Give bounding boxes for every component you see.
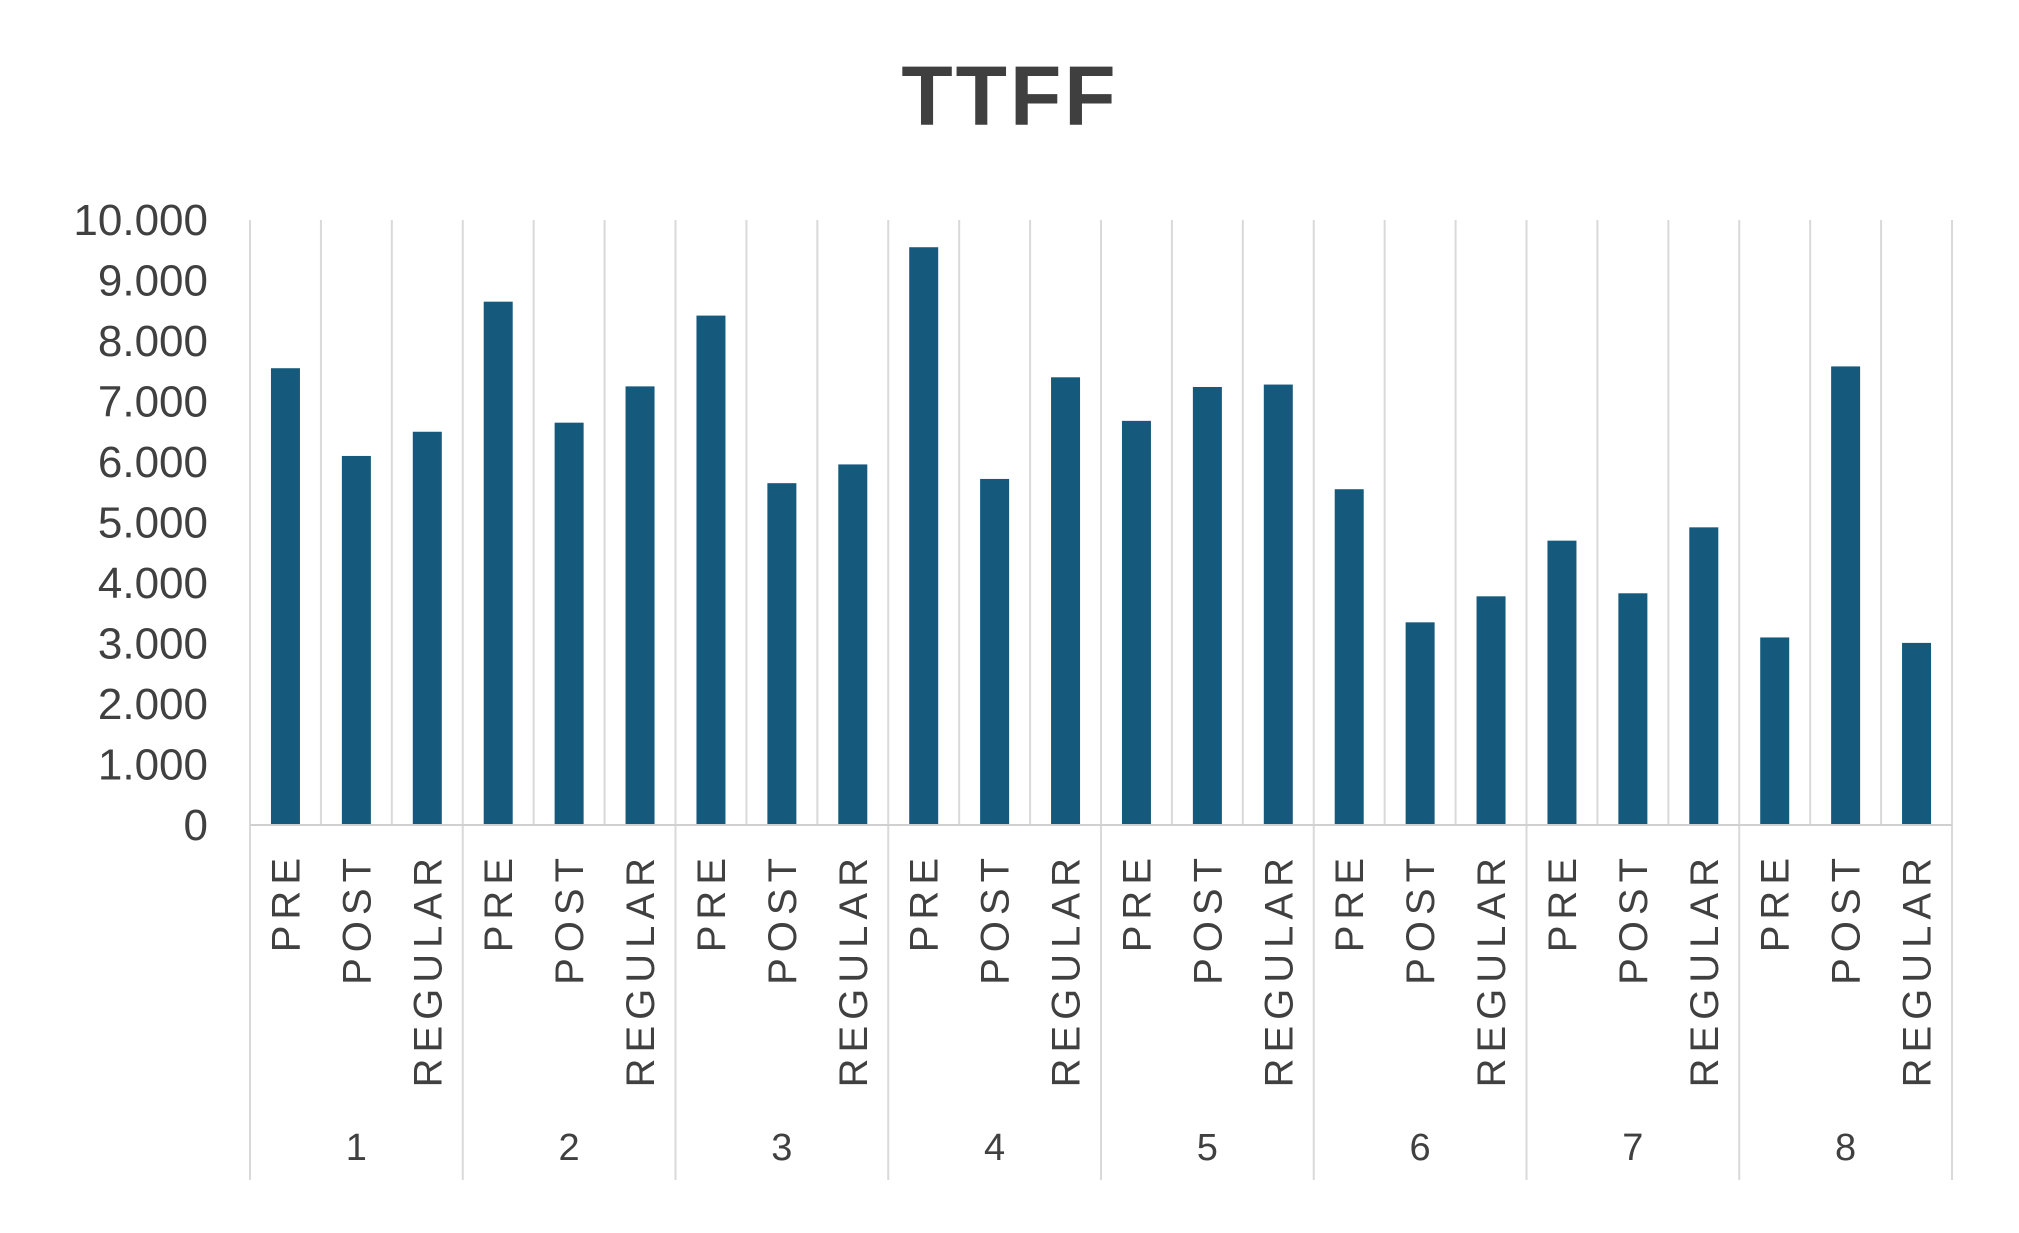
x-group-label: 2 [559, 1127, 580, 1169]
bar [1192, 386, 1222, 825]
bar [1547, 540, 1577, 825]
y-tick-label: 4.000 [98, 559, 208, 608]
y-tick-label: 2.000 [98, 680, 208, 729]
y-tick-label: 9.000 [98, 257, 208, 306]
bar [554, 422, 584, 825]
y-tick-label: 8.000 [98, 317, 208, 366]
bar [1051, 377, 1081, 825]
bar [1760, 637, 1790, 825]
bar [909, 247, 939, 826]
x-group-label: 8 [1835, 1127, 1856, 1169]
bar [1476, 596, 1506, 825]
x-subcategory-label: PRE [1328, 852, 1372, 952]
bar [838, 464, 868, 825]
x-subcategory-label: PRE [264, 852, 308, 952]
y-tick-label: 1.000 [98, 741, 208, 790]
y-tick-label: 5.000 [98, 499, 208, 548]
bar [767, 483, 797, 825]
x-subcategory-label: PRE [903, 852, 947, 952]
bar [270, 368, 300, 825]
y-axis: 0 1.000 2.000 3.000 4.000 5.000 6.000 7.000 8.00… [73, 196, 208, 850]
x-subcategory-label: PRE [1541, 852, 1585, 952]
x-group-label: 6 [1410, 1127, 1431, 1169]
x-subcategory-label: POST [1612, 852, 1656, 985]
bars [270, 247, 1932, 826]
bar [1405, 622, 1435, 825]
x-subcategory-label: POST [1399, 852, 1443, 985]
x-subcategory-label: POST [761, 852, 805, 985]
x-subcategory-label: POST [335, 852, 379, 985]
x-subcategory-label: POST [1825, 852, 1869, 985]
x-subcategory-label: POST [1186, 852, 1230, 985]
y-tick-label: 3.000 [98, 620, 208, 669]
bar [696, 315, 726, 825]
bar [980, 478, 1010, 825]
x-axis: PRE POST REGULAR 1 PRE POST REGULAR 2 PRE POST REG… [250, 824, 1952, 1169]
y-tick-label: 6.000 [98, 438, 208, 487]
y-tick-label: 7.000 [98, 378, 208, 427]
x-subcategory-label: PRE [1115, 852, 1159, 952]
bar [1618, 593, 1648, 825]
x-subcategory-label: REGULAR [1470, 852, 1514, 1087]
bar [1121, 420, 1151, 825]
bar [1902, 642, 1932, 825]
chart-title: TTFF [901, 49, 1118, 143]
x-subcategory-label: REGULAR [619, 852, 663, 1087]
y-tick-label: 10.000 [73, 196, 208, 245]
bar [341, 455, 371, 825]
bar [1831, 366, 1861, 825]
bar [625, 386, 655, 825]
x-subcategory-label: REGULAR [1683, 852, 1727, 1087]
bar [1334, 489, 1364, 825]
x-subcategory-label: PRE [690, 852, 734, 952]
x-subcategory-label: PRE [477, 852, 521, 952]
bar [1263, 384, 1293, 825]
bar [483, 301, 513, 825]
x-group-label: 4 [984, 1127, 1005, 1169]
x-subcategory-label: REGULAR [406, 852, 450, 1087]
x-subcategory-label: REGULAR [1257, 852, 1301, 1087]
x-group-label: 1 [346, 1127, 367, 1169]
x-group-label: 5 [1197, 1127, 1218, 1169]
x-group-label: 3 [771, 1127, 792, 1169]
x-subcategory-label: REGULAR [1045, 852, 1089, 1087]
bar [412, 431, 442, 825]
x-subcategory-label: POST [974, 852, 1018, 985]
x-subcategory-label: REGULAR [1896, 852, 1940, 1087]
y-tick-label: 0 [184, 801, 208, 850]
x-subcategory-label: REGULAR [832, 852, 876, 1087]
gridlines [249, 220, 1953, 1180]
x-subcategory-label: PRE [1754, 852, 1798, 952]
x-subcategory-label: POST [548, 852, 592, 985]
x-group-label: 7 [1622, 1127, 1643, 1169]
bar [1689, 527, 1719, 825]
